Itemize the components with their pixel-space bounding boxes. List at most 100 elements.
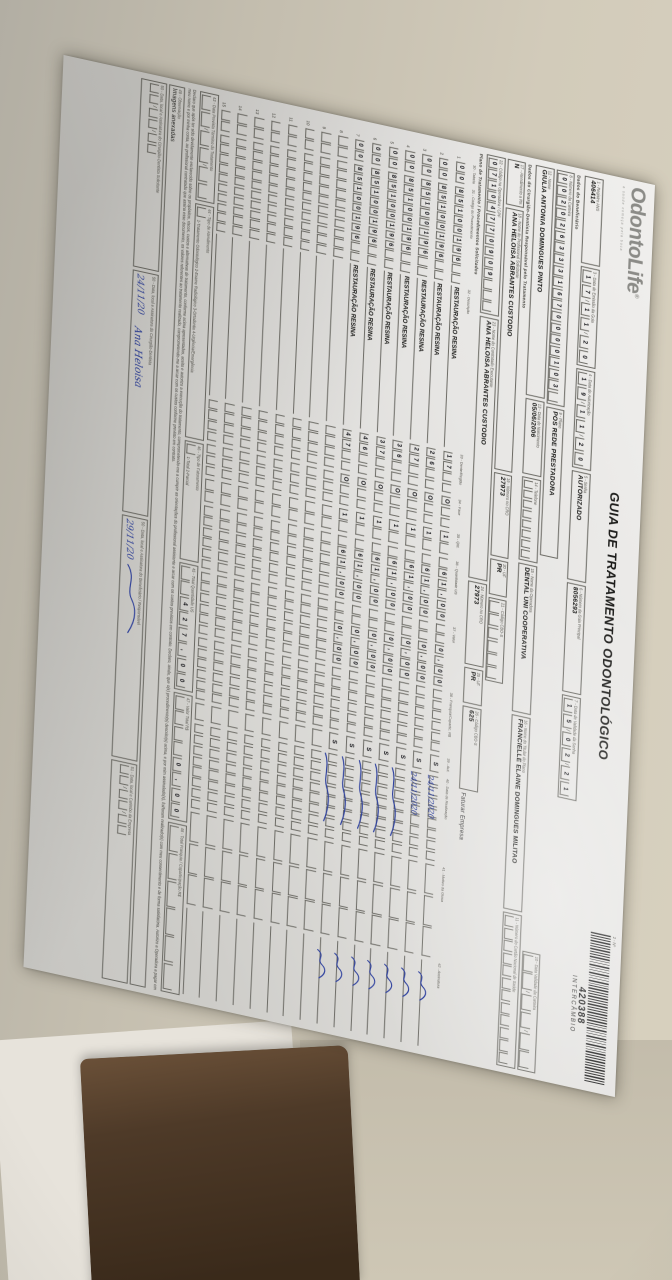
cell-qtd: 1 [405,520,416,550]
comb-cell: 7 [177,626,188,643]
cell-assin [333,939,347,1031]
comb-cell: 0 [551,310,562,323]
cell-tabela [287,122,298,149]
comb-cell [117,799,128,811]
comb-cell [519,1032,530,1051]
comb-cell [483,278,493,291]
cell-dente [324,422,336,469]
cell-assin [400,954,415,1046]
comb-cell [174,695,185,711]
procedures-table: 30 - Tabela 31 - Código do Procedimento 32… [182,96,477,1052]
comb-cell [200,110,211,128]
comb-cell [200,94,212,112]
field-validade-senha: 7 - Data de Validade da Senha 1 5/0 2/2 1 [557,694,581,802]
cell-tabela [253,115,265,142]
table-row: 6 0 0 8 5 1 0 0 1 9 6 RESTAURAÇÃO RESINA 4 6 O 1 6 1, 0 0 0,… [333,129,389,1033]
row-number: 2 [439,151,445,156]
ink-squiggle [401,967,410,997]
cell-data: 24/11/2020 [425,773,439,863]
cell-aut: S [429,752,440,775]
cell-face [221,445,234,482]
handwritten-rubric [309,947,328,981]
cell-codigo [215,132,230,234]
cell-qtd [254,487,265,517]
field-cro-solicitante: 19 - Número no CRO 27973 [490,471,513,560]
row-number: 5 [389,140,395,145]
comb-cell: 0 [551,321,562,335]
cell-assin [417,957,431,1049]
handwritten-date: 24/11/2020 [425,774,436,820]
cell-face: O [406,486,418,523]
comb-cell: 7 [487,168,498,181]
cell-aut: S [412,749,423,772]
comb-cell [185,443,196,456]
cell-us [200,504,214,572]
handwritten-rubric [326,951,345,985]
comb-cell [502,952,513,966]
row-number: 1 [456,155,462,160]
signatures-row: 50 - Data, local e Assinatura do Cirurgi… [101,77,167,984]
comb-cell [148,93,159,106]
cell-aut: S [328,730,339,753]
cell-data [339,755,355,845]
comb-cell [521,993,532,1012]
cell-assin [316,935,331,1027]
cell-assin [366,946,381,1038]
handwritten-rubric [377,962,396,996]
cell-motivo [186,810,200,908]
cell-assin [349,943,364,1035]
comb-cell: 2 [560,765,571,782]
ink-squiggle [317,948,326,979]
comb-cell: 3 [554,241,565,254]
cell-qtd: 1 [388,517,399,547]
comb-cell [521,538,531,550]
field-uf-executante: 25 - UF PR [463,666,484,707]
comb-cell [180,565,191,582]
comb-cell [487,652,498,667]
ink-squiggle [384,963,393,994]
comb-cell [520,548,531,559]
comb-cell [501,989,512,1003]
cell-aut [244,712,256,735]
cell-tabela [337,133,349,160]
cell-qtd: 1 [438,528,450,558]
comb-cell: 3 [553,264,564,277]
comb-cell [118,774,129,787]
field-data-autorizacao: 4 - Data de Autorização 1 9/1 1/2 0 [572,367,596,472]
handwritten-signature-dentista: Ana Heloisa [131,324,144,389]
field-data-nascimento: 13 - Data de Nascimento 05/06/2006 [522,397,545,478]
comb-cell [500,1001,511,1015]
comb-cell [148,107,159,119]
comb-cell: 2 [556,195,567,208]
comb-cell: , [171,771,182,788]
comb-cell: 1 [576,403,587,420]
handwritten-stroke [382,765,403,838]
field-atendimento-rn: 17 - Atendimento a RN N [505,158,527,209]
comb-cell [482,300,492,313]
cell-face: O [389,482,402,519]
cell-aut [294,723,306,746]
faturar-empresa-note: Faturar Empresa [458,791,467,841]
ink-squiggle [356,759,363,829]
ink-squiggle [350,956,359,986]
field-senha: 5 - Senha AUTORIZADO [567,470,591,584]
handwritten-date: 24/11/2020 [409,770,419,817]
cell-qtd [304,498,316,528]
handwritten-rubric [410,969,429,1003]
field-data-emissao: 3 - Data de Emissão da Guia 1 7/1 1/2 0 [576,265,600,370]
comb-cell: 0 [483,256,494,269]
comb-cell: 4 [486,201,497,214]
comb-cell: 1 [577,371,588,387]
comb-cell [548,390,559,403]
cell-qtd [270,491,282,521]
comb-cell: 3 [554,253,565,266]
dark-chair-edge [79,1045,361,1280]
